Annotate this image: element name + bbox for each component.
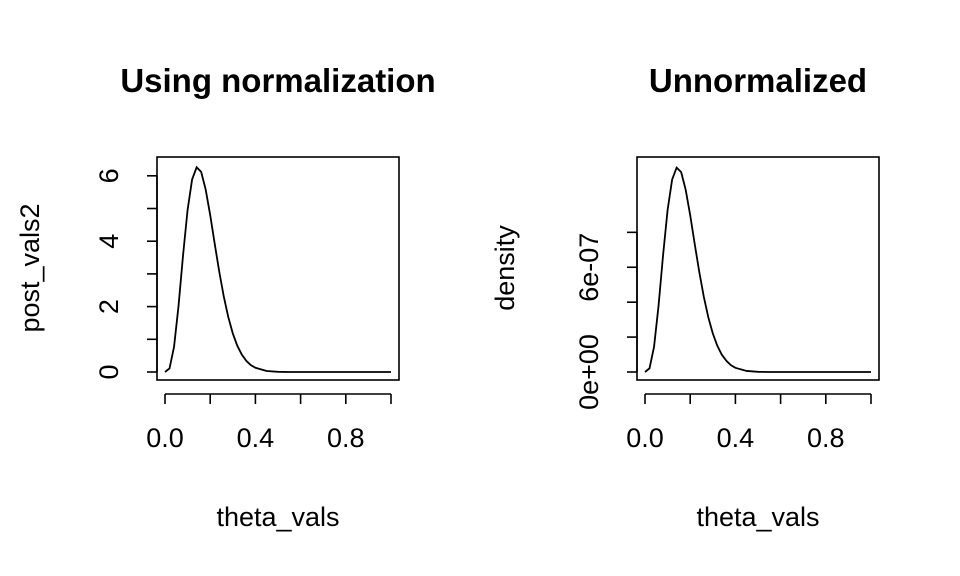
- panel-unnormalized: Unnormalized 0.0 0.4 0.8 0e+00 6e-07 theta_…: [490, 62, 880, 532]
- panel-using-normalization: Using normalization 0.0 0.4 0.8 0 2 4 6 theta…: [15, 62, 436, 532]
- x-axis-label: theta_vals: [696, 502, 819, 532]
- density-curve: [644, 165, 871, 373]
- x-tick-label: 0.8: [807, 423, 845, 453]
- y-axis-label: post_vals2: [15, 203, 45, 332]
- y-axis: 0e+00 6e-07: [574, 231, 638, 410]
- density-curve: [164, 165, 391, 373]
- x-axis-label: theta_vals: [216, 502, 339, 532]
- x-tick-label: 0.4: [237, 423, 275, 453]
- x-tick-label: 0.8: [327, 423, 365, 453]
- x-tick-label: 0.0: [146, 423, 184, 453]
- x-tick-label: 0.0: [626, 423, 664, 453]
- y-tick-label: 0: [94, 364, 124, 379]
- y-tick-label: 6: [94, 168, 124, 183]
- y-tick-label: 6e-07: [574, 233, 604, 302]
- chart-title: Unnormalized: [649, 62, 867, 99]
- y-axis: 0 2 4 6: [94, 168, 158, 380]
- plot-frame: [636, 156, 880, 381]
- y-axis-label: density: [490, 225, 520, 311]
- x-axis: 0.0 0.4 0.8: [626, 393, 872, 453]
- chart-title: Using normalization: [120, 62, 435, 99]
- plot-frame: [156, 156, 400, 381]
- y-tick-label: 4: [94, 234, 124, 249]
- y-tick-label: 0e+00: [574, 334, 604, 410]
- y-tick-label: 2: [94, 299, 124, 314]
- x-axis: 0.0 0.4 0.8: [146, 393, 392, 453]
- x-tick-label: 0.4: [717, 423, 755, 453]
